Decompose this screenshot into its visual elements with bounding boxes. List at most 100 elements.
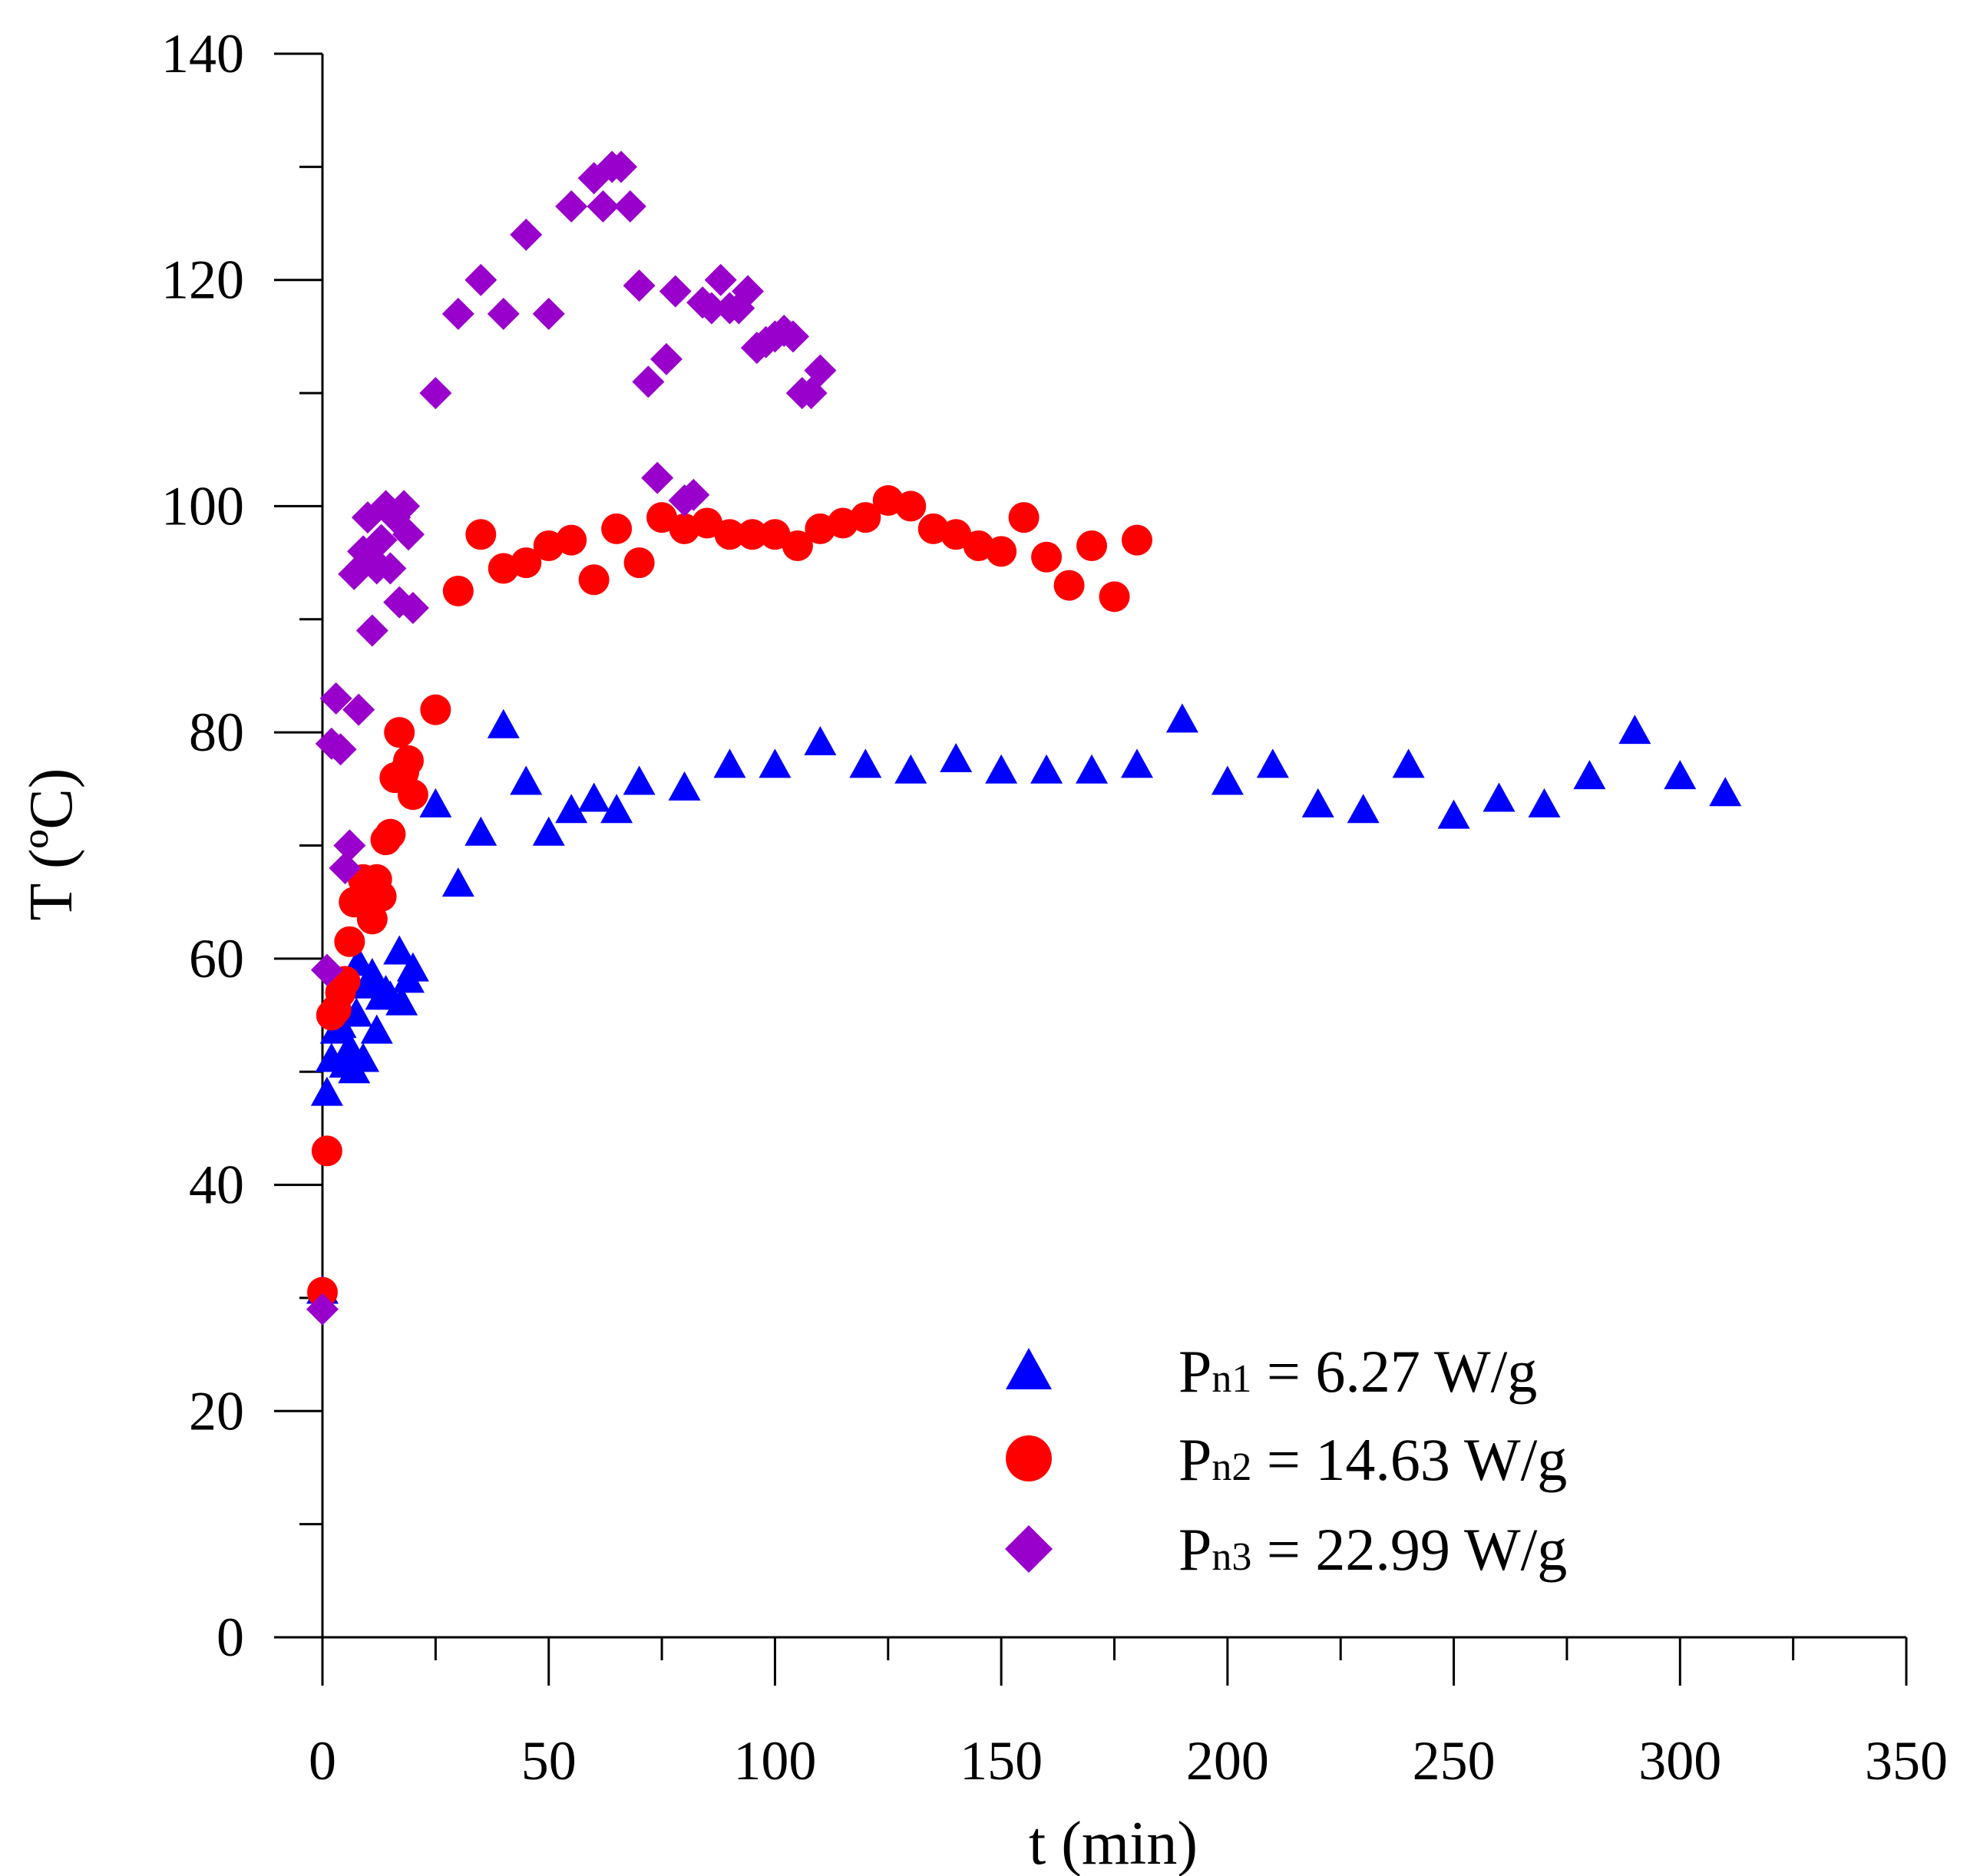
data-point-triangle bbox=[1664, 760, 1697, 790]
data-point-diamond bbox=[419, 377, 452, 410]
data-point-triangle bbox=[1165, 703, 1198, 733]
data-point-circle bbox=[420, 694, 451, 725]
legend-label-rest: = 14.63 W/g bbox=[1251, 1426, 1567, 1493]
data-point-diamond bbox=[704, 263, 737, 296]
legend-label-main: P bbox=[1178, 1426, 1211, 1493]
legend-label-sub: n2 bbox=[1211, 1445, 1251, 1489]
data-point-triangle bbox=[940, 742, 973, 772]
data-point-triangle bbox=[1301, 788, 1334, 817]
data-point-triangle bbox=[1709, 777, 1742, 807]
data-point-circle bbox=[692, 507, 723, 539]
y-tick-label: 0 bbox=[217, 1607, 244, 1668]
data-point-diamond bbox=[441, 297, 474, 330]
y-tick-label: 60 bbox=[189, 928, 244, 989]
data-point-circle bbox=[556, 524, 587, 556]
data-point-circle bbox=[311, 1135, 342, 1167]
data-point-circle bbox=[442, 575, 474, 606]
data-point-circle bbox=[307, 1277, 338, 1308]
data-point-diamond bbox=[605, 150, 638, 183]
legend-label-rest: = 22.99 W/g bbox=[1251, 1516, 1567, 1583]
data-point-circle bbox=[511, 547, 542, 579]
data-point-triangle bbox=[804, 725, 837, 755]
x-tick-label: 200 bbox=[1186, 1730, 1269, 1792]
data-point-triangle bbox=[1120, 748, 1153, 778]
data-point-diamond bbox=[374, 552, 407, 585]
data-point-triangle bbox=[487, 708, 520, 738]
data-point-triangle bbox=[396, 952, 429, 982]
data-point-diamond bbox=[532, 297, 565, 330]
data-point-circle bbox=[578, 564, 610, 596]
x-tick-label: 0 bbox=[309, 1730, 336, 1792]
data-point-diamond bbox=[369, 490, 402, 523]
data-point-diamond bbox=[365, 523, 398, 557]
data-point-triangle bbox=[510, 765, 543, 795]
data-point-diamond bbox=[555, 190, 588, 223]
data-point-circle bbox=[1121, 524, 1152, 556]
data-point-circle bbox=[397, 779, 428, 811]
legend-label-rest: = 6.27 W/g bbox=[1251, 1338, 1537, 1405]
data-point-circle bbox=[384, 717, 415, 748]
data-point-diamond bbox=[396, 592, 429, 625]
x-tick-labels: 0 50 100 150 200 250 300 350 bbox=[309, 1730, 1948, 1792]
data-point-diamond bbox=[464, 263, 497, 296]
x-tick-label: 100 bbox=[733, 1730, 816, 1792]
data-point-triangle bbox=[360, 1014, 393, 1044]
x-tick-label: 250 bbox=[1413, 1730, 1496, 1792]
data-point-diamond bbox=[804, 354, 837, 387]
data-point-diamond bbox=[319, 682, 352, 715]
legend: Pn1 = 6.27 W/g Pn2 = 14.63 W/g Pn3 = 22.… bbox=[1005, 1338, 1567, 1583]
data-point-circle bbox=[392, 745, 424, 776]
y-tick-label: 120 bbox=[161, 249, 244, 311]
data-point-triangle bbox=[464, 816, 497, 846]
data-point-diamond bbox=[355, 614, 388, 647]
data-point-circle bbox=[895, 490, 927, 522]
y-tick-label: 80 bbox=[189, 702, 244, 763]
data-point-diamond bbox=[310, 953, 343, 986]
x-tick-label: 50 bbox=[521, 1730, 577, 1792]
data-point-triangle bbox=[383, 935, 416, 965]
data-point-diamond bbox=[333, 829, 366, 862]
y-tick-label: 140 bbox=[161, 23, 244, 84]
data-point-circle bbox=[782, 530, 813, 562]
legend-marker-triangle bbox=[1006, 1348, 1052, 1389]
data-point-diamond bbox=[659, 275, 692, 308]
data-point-triangle bbox=[577, 782, 610, 812]
series-n1 bbox=[306, 703, 1742, 1304]
data-point-circle bbox=[1031, 541, 1063, 573]
data-point-triangle bbox=[894, 754, 927, 784]
data-point-triangle bbox=[441, 867, 474, 897]
data-point-circle bbox=[334, 926, 365, 957]
data-point-circle bbox=[1008, 502, 1040, 533]
data-point-diamond bbox=[732, 275, 765, 308]
data-point-triangle bbox=[600, 794, 633, 824]
series-n3 bbox=[306, 150, 837, 1326]
data-point-triangle bbox=[1392, 748, 1425, 778]
series-layer bbox=[306, 150, 1742, 1326]
legend-label-sub: n3 bbox=[1211, 1535, 1251, 1579]
data-point-circle bbox=[940, 519, 972, 550]
data-point-circle bbox=[465, 519, 497, 550]
data-point-triangle bbox=[532, 816, 565, 846]
x-ticks bbox=[321, 1637, 1908, 1686]
data-point-diamond bbox=[613, 190, 646, 223]
data-point-circle bbox=[850, 502, 881, 533]
y-axis-title: T (ºC) bbox=[18, 768, 85, 921]
data-point-diamond bbox=[623, 269, 656, 302]
data-point-triangle bbox=[623, 765, 656, 795]
data-point-circle bbox=[375, 818, 406, 850]
data-point-triangle bbox=[1528, 788, 1561, 817]
x-tick-label: 350 bbox=[1865, 1730, 1948, 1792]
data-point-circle bbox=[646, 502, 678, 533]
data-point-diamond bbox=[510, 218, 543, 251]
legend-entry-pn3: Pn3 = 22.99 W/g bbox=[1005, 1516, 1567, 1583]
legend-marker-diamond bbox=[1005, 1525, 1053, 1573]
data-point-diamond bbox=[329, 851, 362, 884]
y-ticks bbox=[274, 52, 322, 1639]
data-point-triangle bbox=[310, 1076, 343, 1106]
data-point-triangle bbox=[340, 997, 373, 1027]
data-point-diamond bbox=[632, 365, 665, 398]
data-point-triangle bbox=[713, 748, 746, 778]
data-point-circle bbox=[1099, 581, 1130, 613]
data-point-triangle bbox=[555, 794, 588, 824]
